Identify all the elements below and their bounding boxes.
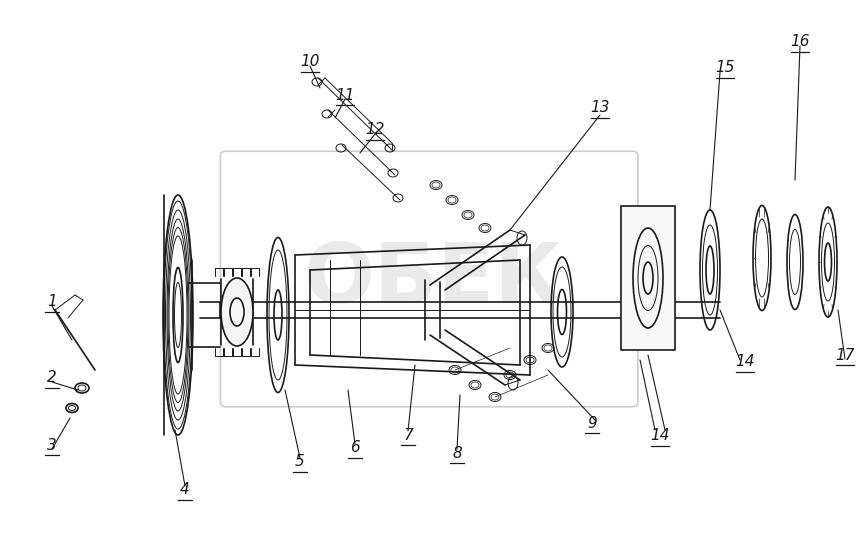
Text: 10: 10 (300, 55, 320, 70)
Text: 1: 1 (47, 295, 57, 310)
Text: ОБЕК: ОБЕК (303, 238, 564, 320)
Text: 7: 7 (403, 427, 413, 442)
Ellipse shape (221, 278, 253, 346)
Text: 14: 14 (735, 354, 755, 369)
Text: 17: 17 (835, 348, 855, 363)
Text: 8: 8 (452, 445, 462, 460)
Text: 5: 5 (295, 455, 305, 469)
Text: 11: 11 (336, 88, 355, 103)
Text: 12: 12 (365, 123, 385, 137)
Text: 15: 15 (715, 60, 734, 75)
Text: 2: 2 (47, 371, 57, 386)
Text: 4: 4 (180, 483, 190, 498)
Text: 13: 13 (590, 100, 610, 116)
Text: 16: 16 (790, 35, 810, 50)
Text: 6: 6 (350, 440, 360, 455)
Text: 3: 3 (47, 437, 57, 453)
Polygon shape (621, 206, 675, 350)
Text: 9: 9 (587, 416, 596, 431)
Text: 14: 14 (650, 429, 669, 444)
